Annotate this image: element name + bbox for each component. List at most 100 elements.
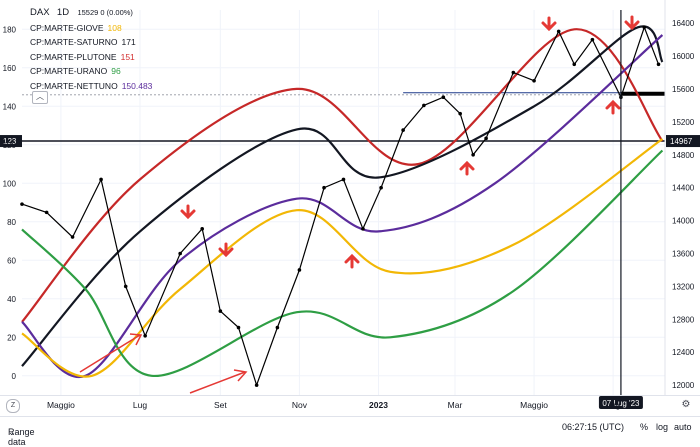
clock-time: 06:27:15 (UTC) [562, 422, 625, 432]
status-bar: Range data ⌄ 06:27:15 (UTC) % log auto [0, 416, 700, 447]
legend-item-value: 150.483 [121, 80, 153, 91]
left-axis-tick: 140 [3, 102, 17, 111]
dax-point [99, 177, 103, 182]
legend-item-label: CP:MARTE-NETTUNO [30, 80, 118, 91]
legend-item-label: CP:MARTE-SATURNO [30, 37, 118, 47]
left-price-tag [0, 135, 22, 148]
left-axis-tick: 40 [7, 295, 16, 304]
x-axis-tick: Lug [133, 400, 147, 410]
dax-point [471, 152, 475, 157]
x-axis-tick: Nov [292, 400, 308, 410]
right-axis-tick: 16400 [672, 19, 695, 28]
right-price-tag-label: 14967 [670, 137, 693, 146]
chevron-down-icon: ⌄ [8, 427, 16, 437]
collapse-legend-button[interactable]: ︿ [32, 91, 48, 104]
right-axis-tick: 14800 [672, 151, 695, 160]
dax-point [297, 268, 302, 272]
x-axis-tick: Maggio [47, 400, 75, 410]
dax-point [642, 25, 647, 30]
dax-point [123, 284, 128, 289]
interval-label: 1D [56, 7, 70, 18]
legend-item[interactable]: CP:MARTE-SATURNO 171 [30, 35, 152, 50]
chart-canvas[interactable]: 07 Lug '23 123 14967 180 160 140 120 100 80 60 40… [0, 0, 700, 437]
arrow-down-icon [218, 242, 234, 258]
legend-item-value: 151 [120, 51, 135, 62]
legend-header: DAX 1D 15529 0 (0.00%) [30, 5, 152, 21]
dax-point [401, 128, 405, 132]
legend-item-value: 96 [111, 66, 121, 76]
dax-point [441, 95, 446, 100]
dax-point [275, 325, 280, 330]
legend-item-value: 171 [121, 37, 136, 47]
crosshair: 07 Lug '23 123 14967 [0, 10, 700, 409]
left-axis-tick: 120 [3, 141, 17, 150]
arrow-up-icon [344, 253, 360, 269]
arrow-down-icon [624, 15, 640, 31]
legend-item[interactable]: CP:MARTE-GIOVE 108 [30, 21, 152, 36]
chart-axes: 180 160 140 120 100 80 60 40 20 0 16400 16000 15600 1… [3, 0, 695, 410]
percent-toggle[interactable]: % [640, 422, 649, 432]
dax-point [556, 29, 561, 34]
left-axis-tick: 180 [3, 25, 17, 34]
series-line-cp-marte-urano [21, 149, 664, 377]
dax-point [20, 202, 24, 206]
crosshair-date-badge [598, 396, 643, 409]
dax-point [379, 185, 383, 190]
left-axis-tick: 160 [3, 64, 17, 73]
left-axis-tick: 0 [12, 372, 17, 381]
right-axis-tick: 12000 [672, 381, 695, 390]
annotation-arrows [79, 15, 640, 394]
arrow-down-icon [541, 16, 557, 32]
legend: DAX 1D 15529 0 (0.00%) CP:MARTE-GIOVE 108… [30, 5, 152, 93]
x-axis-tick: Mar [448, 400, 463, 410]
dax-point [200, 227, 204, 231]
x-axis-tick: 2023 [369, 400, 388, 410]
legend-item[interactable]: CP:MARTE-NETTUNO 150.483 [30, 79, 152, 94]
dax-point [484, 136, 488, 141]
right-axis-tick: 13200 [672, 282, 695, 291]
right-axis-tick: 12400 [672, 348, 695, 357]
symbol-label: DAX [30, 7, 50, 18]
price-info: 15529 0 (0.00%) [77, 8, 133, 17]
timezone-icon[interactable]: Z [6, 399, 20, 413]
dax-point [236, 325, 241, 330]
x-axis-tick: Maggio [520, 400, 548, 410]
x-axis-tick: Lug [606, 400, 620, 410]
legend-item-label: CP:MARTE-GIOVE [30, 22, 104, 33]
dax-point [532, 78, 536, 83]
right-price-tag [666, 135, 700, 148]
dax-point [218, 309, 223, 313]
left-axis-tick: 20 [7, 333, 16, 342]
legend-item[interactable]: CP:MARTE-PLUTONE 151 [30, 50, 152, 65]
arrow-up-icon [459, 160, 475, 176]
right-axis-tick: 14000 [672, 217, 695, 226]
auto-toggle[interactable]: auto [674, 422, 692, 432]
dax-point [178, 251, 182, 256]
crosshair-date-label: 07 Lug '23 [602, 399, 640, 408]
log-toggle[interactable]: log [656, 422, 669, 432]
dax-point [254, 383, 259, 387]
arrow-diagonal-icon [79, 333, 143, 373]
x-axis-bar [0, 395, 700, 416]
legend-item-label: CP:MARTE-PLUTONE [30, 51, 117, 62]
series-line-cp-marte-nettuno [21, 34, 664, 379]
left-price-tag-label: 123 [3, 137, 17, 146]
left-axis-tick: 60 [7, 256, 16, 265]
arrow-up-icon [605, 99, 621, 115]
right-axis-tick: 12800 [672, 315, 695, 324]
series-line-cp-marte-plutone [21, 28, 664, 323]
dax-point [44, 210, 49, 215]
dax-point [322, 185, 326, 190]
chart-series [20, 25, 664, 387]
dax-point [143, 333, 147, 338]
dax-point [361, 227, 365, 231]
right-axis-tick: 13600 [672, 250, 695, 259]
dax-point [656, 62, 661, 67]
series-line-cp-marte-giove [21, 138, 664, 378]
gear-icon[interactable]: ⚙ [681, 399, 691, 410]
right-axis-tick: 14400 [672, 184, 695, 193]
dax-point [458, 111, 462, 116]
legend-item[interactable]: CP:MARTE-URANO 96 [30, 64, 152, 79]
dax-point [422, 103, 426, 108]
dax-point [70, 235, 75, 239]
